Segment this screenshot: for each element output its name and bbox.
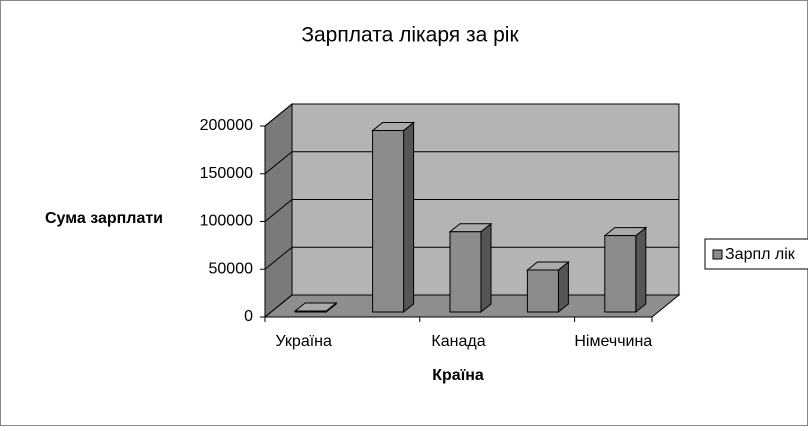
x-tick-label: Канада: [431, 333, 485, 350]
bar-side: [635, 226, 647, 314]
y-tick-label: 0: [244, 308, 253, 325]
y-tick-label: 50000: [209, 260, 254, 277]
legend-swatch: [712, 249, 723, 260]
x-tick-label: Україна: [275, 333, 332, 350]
y-tick-label: 100000: [200, 213, 253, 230]
grid-line: [264, 151, 679, 175]
bar-side: [403, 121, 415, 314]
y-axis-title: Сума зарплати: [45, 210, 163, 227]
legend-label: Зарпл лік: [725, 246, 796, 263]
y-tick-label: 200000: [200, 117, 253, 134]
grid-line: [264, 199, 679, 222]
grid-line: [264, 246, 679, 270]
x-tick-label: Німеччина: [574, 333, 652, 350]
chart-title: Зарплата лікаря за рік: [301, 24, 519, 47]
bar-side: [557, 260, 569, 314]
legend-box: [704, 238, 808, 270]
bar: [526, 269, 559, 313]
bar: [372, 130, 405, 313]
bar: [604, 235, 637, 313]
y-tick-label: 150000: [200, 165, 253, 182]
x-axis-title: Країна: [432, 367, 484, 384]
bar: [449, 231, 482, 313]
grid-line: [264, 103, 679, 127]
bar-side: [480, 222, 492, 314]
bar: [294, 310, 327, 313]
